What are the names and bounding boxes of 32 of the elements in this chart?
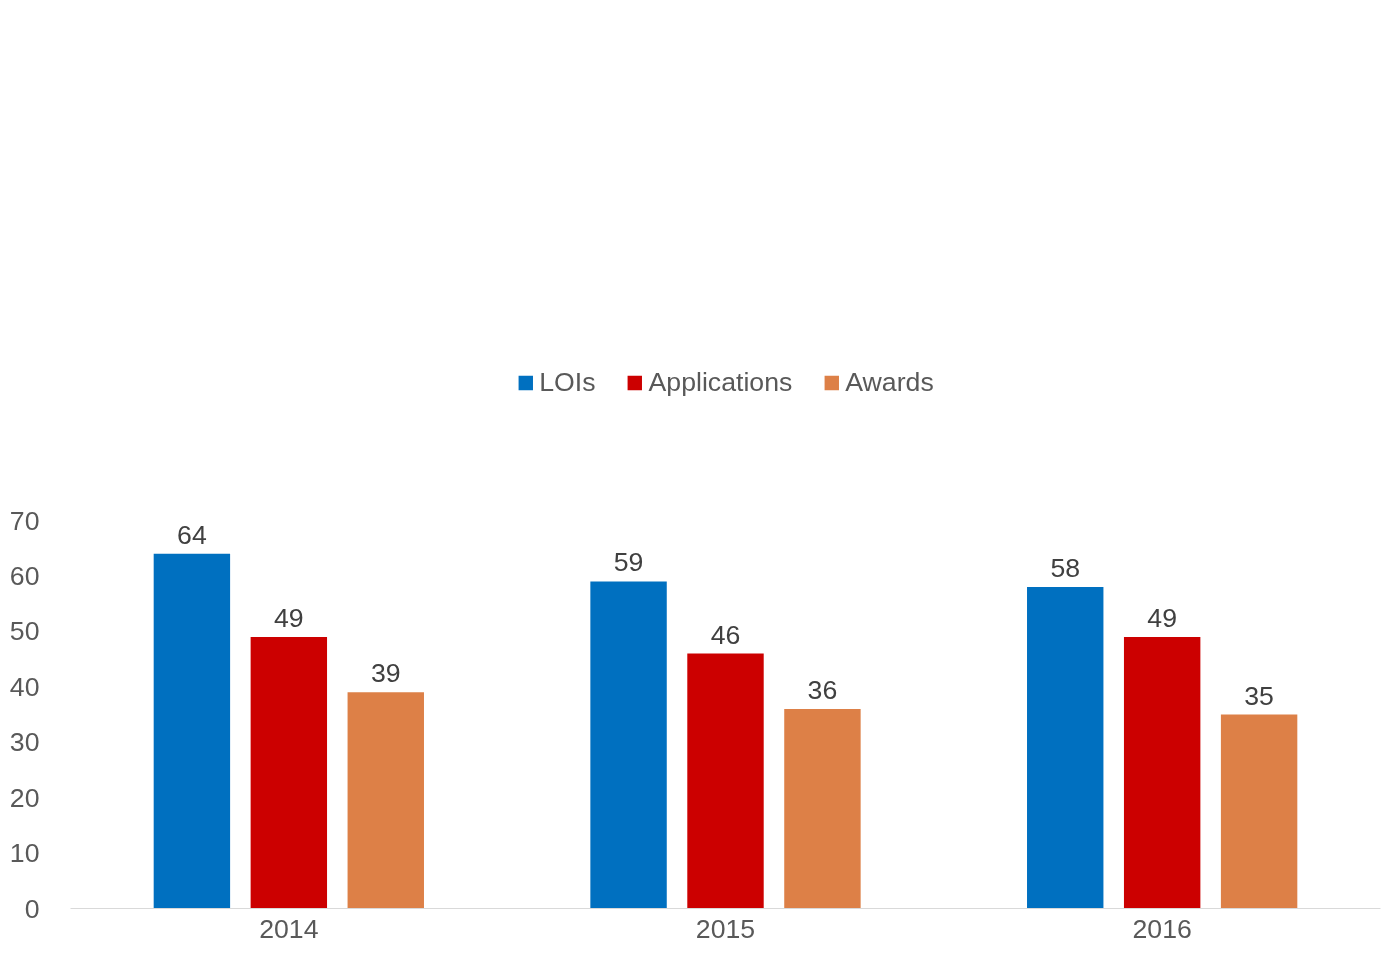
- y-tick-label: 30: [9, 727, 40, 758]
- data-label: 58: [1050, 553, 1081, 584]
- data-label: 39: [370, 658, 401, 689]
- data-label: 36: [807, 674, 838, 705]
- bar: [1027, 587, 1104, 909]
- bar: [784, 708, 861, 909]
- y-tick-label: 40: [9, 671, 40, 702]
- bar: [687, 653, 764, 909]
- data-label: 59: [613, 547, 644, 578]
- data-label: 46: [710, 619, 741, 650]
- data-label: 64: [177, 519, 207, 550]
- data-label: 35: [1244, 680, 1274, 711]
- data-label: 49: [274, 602, 304, 633]
- bar: [250, 636, 328, 909]
- bar: [1220, 714, 1298, 909]
- legend-label: Applications: [648, 366, 793, 398]
- y-tick-label: 20: [9, 782, 40, 813]
- legend-label: Awards: [845, 366, 934, 398]
- bar: [590, 581, 667, 909]
- x-tick-label: 2016: [1132, 913, 1192, 944]
- y-tick-label: 10: [9, 838, 40, 869]
- x-tick-label: 2015: [695, 913, 756, 944]
- y-tick-label: 50: [9, 616, 40, 647]
- data-label: 49: [1147, 602, 1177, 633]
- x-tick-label: 2014: [259, 913, 319, 944]
- y-tick-label: 0: [24, 893, 40, 924]
- bar: [347, 692, 424, 909]
- y-tick-label: 70: [9, 505, 40, 536]
- legend-label: LOIs: [539, 366, 596, 398]
- bar: [153, 553, 231, 909]
- y-tick-label: 60: [9, 560, 40, 591]
- bar: [1123, 636, 1201, 909]
